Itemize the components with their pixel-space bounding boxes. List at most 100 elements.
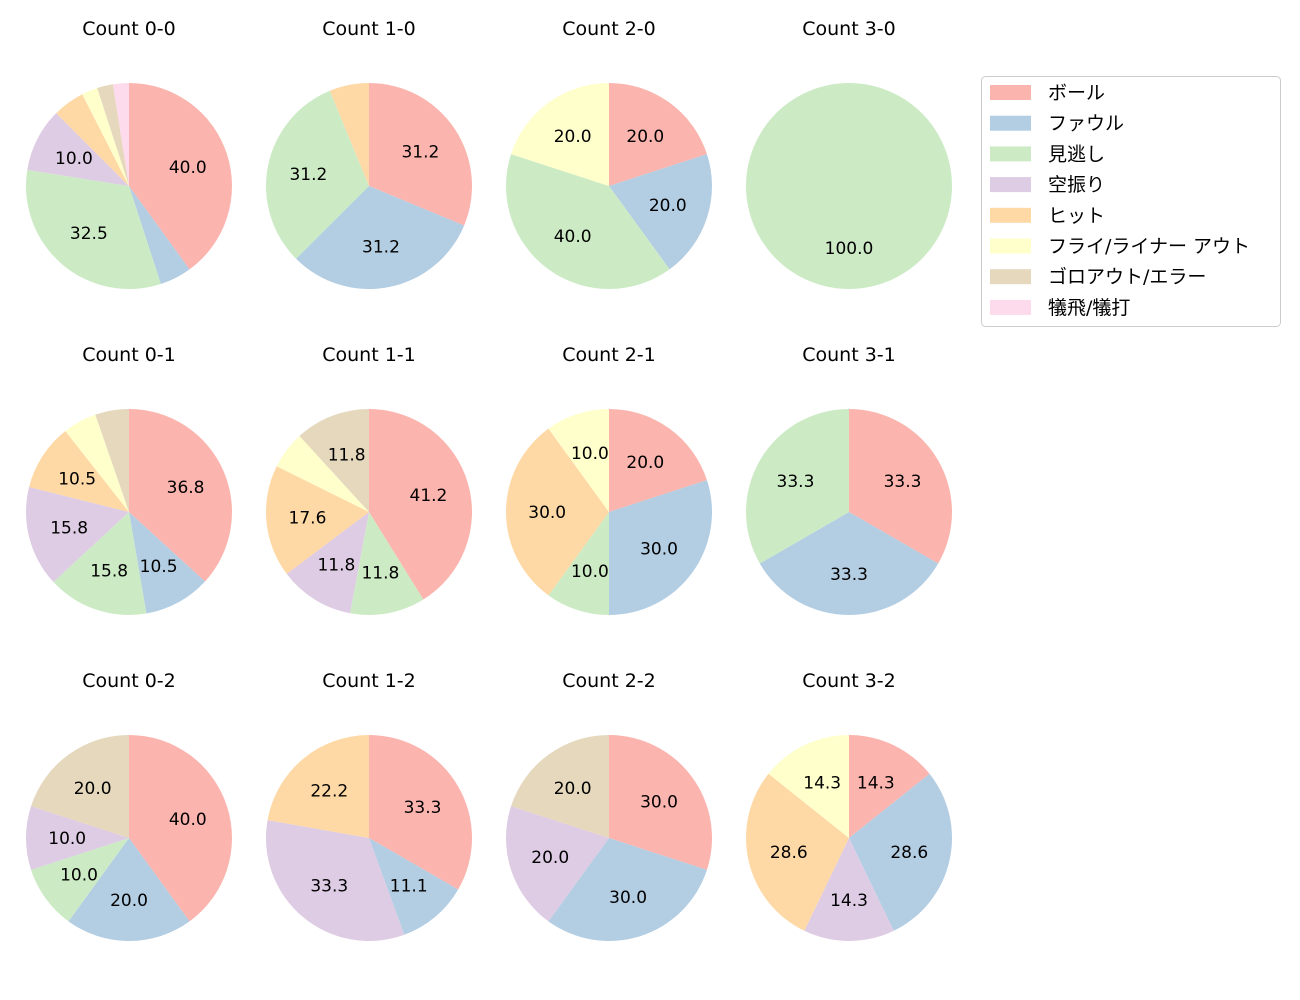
slice-label: 20.0 bbox=[649, 196, 687, 216]
pie-slice bbox=[286, 512, 369, 614]
slice-label: 41.2 bbox=[410, 486, 448, 506]
pie-slice bbox=[849, 773, 952, 931]
legend-label: ボール bbox=[1048, 82, 1105, 104]
pie-slice bbox=[609, 480, 712, 615]
slice-label: 10.0 bbox=[55, 149, 93, 169]
pie-slice bbox=[129, 83, 232, 270]
pie-chart: Count 3-0 100.0 bbox=[746, 18, 952, 289]
pie-slice bbox=[548, 409, 609, 512]
pie-title: Count 1-0 bbox=[322, 18, 416, 40]
legend-label: ヒット bbox=[1048, 205, 1105, 227]
pie-title: Count 1-2 bbox=[322, 670, 416, 692]
pie-slice bbox=[609, 83, 707, 186]
pie-slice bbox=[266, 466, 369, 574]
pie-slice bbox=[31, 735, 129, 838]
slice-label: 36.8 bbox=[167, 478, 205, 498]
pie-slice bbox=[97, 84, 129, 186]
pie-slice bbox=[506, 154, 670, 289]
slice-label: 14.3 bbox=[857, 773, 895, 793]
slice-label: 30.0 bbox=[640, 793, 678, 813]
slice-label: 31.2 bbox=[289, 165, 327, 185]
pie-slice bbox=[56, 94, 130, 186]
pie-slice bbox=[31, 838, 129, 922]
slice-label: 20.0 bbox=[554, 779, 592, 799]
slice-label: 14.3 bbox=[830, 891, 868, 911]
pie-chart: Count 2-1 20.0 30.0 10.0 30.0 10.0 bbox=[506, 344, 712, 615]
pie-chart: Count 2-2 30.0 30.0 20.0 20.0 bbox=[506, 670, 712, 941]
pie-slice bbox=[299, 409, 369, 512]
pie-slice bbox=[296, 186, 465, 290]
pie-slice bbox=[267, 735, 369, 838]
slice-label: 17.6 bbox=[289, 509, 327, 529]
pie-slice bbox=[369, 838, 459, 935]
pie-slice bbox=[25, 806, 129, 870]
slice-label: 33.3 bbox=[830, 565, 868, 585]
legend-swatch bbox=[990, 207, 1031, 223]
slice-label: 22.2 bbox=[310, 782, 348, 802]
slice-label: 33.3 bbox=[404, 798, 442, 818]
pie-slice bbox=[506, 428, 609, 596]
legend-swatch bbox=[990, 299, 1031, 315]
pie-title: Count 3-2 bbox=[802, 670, 896, 692]
pie-title: Count 3-0 bbox=[802, 18, 896, 40]
slice-label: 11.1 bbox=[390, 876, 428, 896]
pie-slice bbox=[68, 838, 190, 941]
pie-title: Count 3-1 bbox=[802, 344, 896, 366]
legend-label: フライ/ライナー アウト bbox=[1048, 236, 1250, 258]
legend-swatch bbox=[990, 269, 1031, 285]
legend-swatch bbox=[990, 146, 1031, 162]
pie-slice bbox=[129, 735, 233, 922]
pie-chart: Count 1-1 41.2 11.8 11.8 17.6 11.8 bbox=[266, 344, 473, 615]
pie-slice bbox=[129, 512, 205, 614]
pie-slice bbox=[548, 838, 707, 941]
legend-label: ゴロアウト/エラー bbox=[1048, 266, 1206, 288]
slice-label: 10.5 bbox=[140, 557, 178, 577]
pie-slice bbox=[129, 186, 190, 284]
pie-slice bbox=[53, 512, 147, 616]
slice-label: 10.0 bbox=[48, 829, 86, 849]
pie-title: Count 0-2 bbox=[82, 670, 176, 692]
pie-chart: Count 1-2 33.3 11.1 33.3 22.2 bbox=[265, 670, 472, 941]
slice-label: 30.0 bbox=[640, 539, 678, 559]
pie-slice bbox=[745, 409, 849, 564]
legend-label: 空振り bbox=[1048, 174, 1105, 196]
slice-label: 15.8 bbox=[50, 518, 88, 538]
pie-chart: Count 3-1 33.3 33.3 33.3 bbox=[745, 344, 952, 615]
pie-slice bbox=[27, 113, 130, 186]
pie-slice bbox=[82, 88, 129, 186]
pie-slice bbox=[25, 487, 129, 583]
slice-label: 20.0 bbox=[110, 891, 148, 911]
pie-title: Count 0-1 bbox=[82, 344, 176, 366]
pie-slice bbox=[609, 409, 707, 512]
slice-label: 11.8 bbox=[317, 556, 355, 576]
legend-swatch bbox=[990, 177, 1031, 193]
pie-slice bbox=[329, 83, 369, 186]
pie-title: Count 2-0 bbox=[562, 18, 656, 40]
slice-label: 10.0 bbox=[571, 444, 609, 464]
pie-slice bbox=[759, 512, 939, 615]
pie-slice bbox=[265, 820, 405, 941]
slice-label: 30.0 bbox=[609, 888, 647, 908]
slice-label: 100.0 bbox=[825, 239, 874, 259]
slice-label: 32.5 bbox=[70, 224, 108, 244]
legend-swatch bbox=[990, 238, 1031, 254]
pie-slice bbox=[768, 735, 849, 838]
pie-chart: Count 0-1 36.8 10.5 15.8 15.8 10.5 bbox=[25, 344, 232, 616]
slice-label: 10.5 bbox=[58, 469, 96, 489]
pie-title: Count 1-1 bbox=[322, 344, 416, 366]
slice-label: 20.0 bbox=[554, 127, 592, 147]
slice-label: 33.3 bbox=[777, 472, 815, 492]
pie-slice bbox=[265, 90, 369, 259]
legend-frame bbox=[981, 76, 1281, 327]
slice-label: 40.0 bbox=[169, 158, 207, 178]
pie-slice bbox=[25, 169, 161, 289]
legend-label: 犠飛/犠打 bbox=[1048, 297, 1130, 319]
slice-label: 30.0 bbox=[528, 503, 566, 523]
pie-chart: Count 0-0 40.0 32.5 10.0 bbox=[25, 18, 232, 289]
pie-slice bbox=[746, 773, 849, 931]
pie-title: Count 2-1 bbox=[562, 344, 656, 366]
pie-slice bbox=[609, 735, 712, 870]
